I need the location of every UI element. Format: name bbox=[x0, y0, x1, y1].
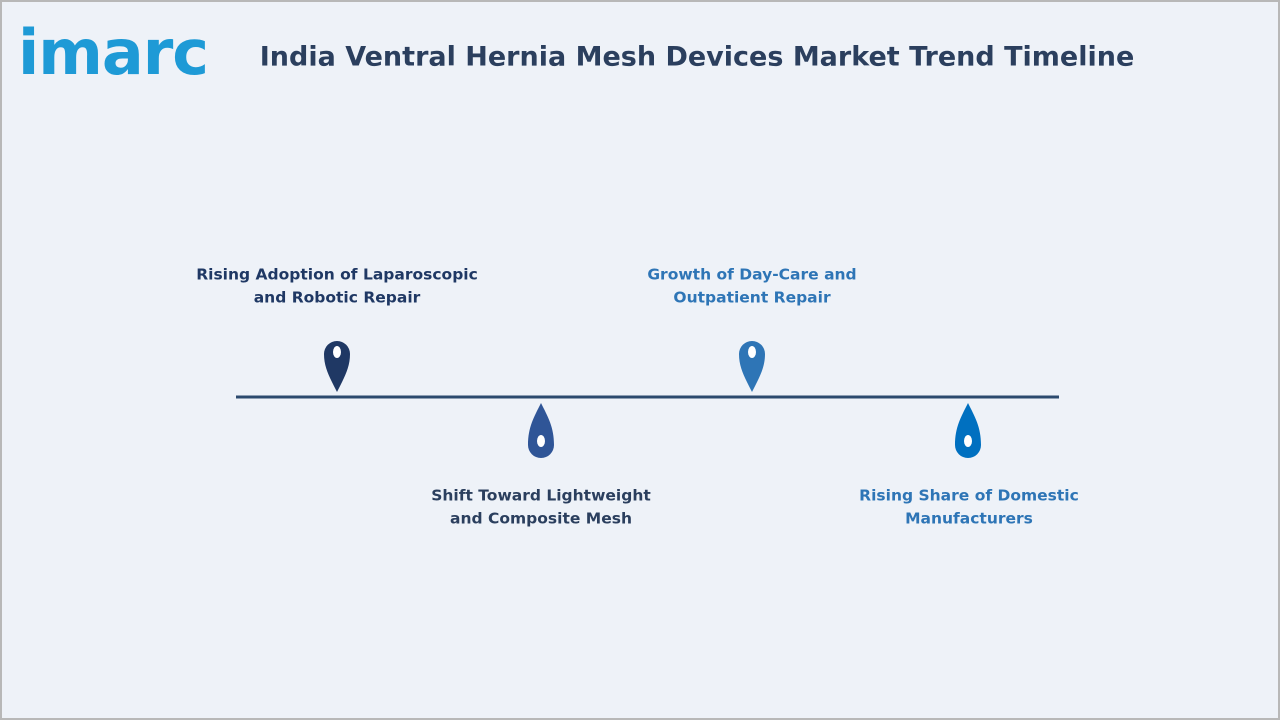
item-label: and Composite Mesh bbox=[450, 510, 632, 528]
logo: imarc bbox=[18, 16, 208, 89]
item-label: Rising Adoption of Laparoscopic bbox=[196, 266, 478, 284]
item-label: Manufacturers bbox=[905, 510, 1033, 528]
pin-shape bbox=[324, 341, 350, 392]
pin-shape bbox=[528, 403, 554, 458]
pin-hole bbox=[333, 346, 341, 358]
item-label: Outpatient Repair bbox=[673, 289, 831, 307]
pin-hole bbox=[964, 435, 972, 447]
item-label: Growth of Day-Care and bbox=[647, 266, 856, 284]
pin bbox=[739, 341, 765, 392]
pin-shape bbox=[739, 341, 765, 392]
pin-hole bbox=[748, 346, 756, 358]
item-label: and Robotic Repair bbox=[254, 289, 421, 307]
pin bbox=[528, 403, 554, 458]
pin-shape bbox=[955, 403, 981, 458]
item-label: Shift Toward Lightweight bbox=[431, 487, 651, 505]
pin-hole bbox=[537, 435, 545, 447]
title: India Ventral Hernia Mesh Devices Market… bbox=[260, 42, 1135, 73]
pin bbox=[955, 403, 981, 458]
item-label: Rising Share of Domestic bbox=[859, 487, 1079, 505]
pin bbox=[324, 341, 350, 392]
